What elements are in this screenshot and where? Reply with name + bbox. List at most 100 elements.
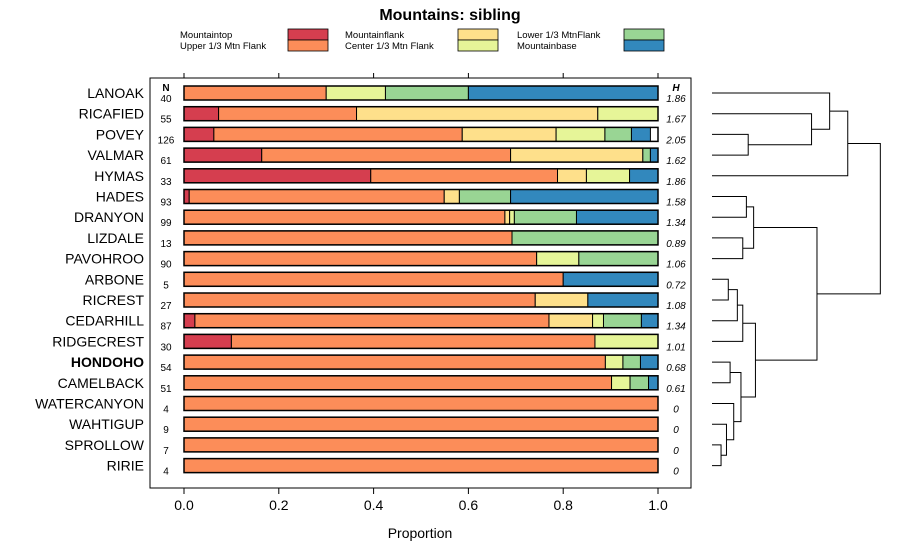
bar-segment-upper-1-3-mtn-flank	[370, 168, 559, 184]
site-row-pavohroo: PAVOHROO 90 1.06	[65, 251, 686, 271]
bar-segment-upper-1-3-mtn-flank	[183, 354, 606, 370]
bar-outline	[183, 188, 659, 205]
bar-segment-mountainbase	[640, 313, 659, 329]
site-row-ricafied: RICAFIED 55 1.67	[79, 106, 687, 126]
x-tick-label: 0.2	[269, 497, 289, 513]
site-row-ridgecrest: RIDGECREST 30 1.01	[52, 333, 686, 353]
site-row-ricrest: RICREST 27 1.08	[83, 292, 687, 312]
dendrogram-branch	[712, 113, 813, 146]
bar-segment-mountainflank	[356, 106, 599, 122]
bar-segment-upper-1-3-mtn-flank	[183, 437, 659, 453]
bar-segment-mountainbase	[575, 209, 659, 225]
n-value: 61	[160, 156, 172, 167]
site-row-lanoak: LANOAK 40 1.86	[87, 85, 686, 105]
dendrogram-branch	[712, 403, 735, 441]
n-value: 9	[163, 425, 169, 436]
bar-outline	[183, 209, 659, 225]
h-value: 2.05	[665, 135, 686, 146]
site-row-watercanyon: WATERCANYON 4 0	[35, 396, 679, 416]
bar-segment-lower-1-3-mtnflank	[629, 375, 650, 391]
bar-outline	[183, 395, 659, 412]
legend-label-upper-1-3-mtn-flank: Upper 1/3 Mtn Flank	[180, 41, 266, 52]
h-value: 0	[673, 467, 679, 478]
bar-outline	[183, 230, 659, 246]
bar-segment-mountaintop	[183, 147, 263, 163]
bar-segment-mountainflank	[443, 189, 460, 204]
site-label: RIRIE	[107, 458, 144, 474]
bar-segment-mountainbase	[630, 126, 651, 142]
site-row-cedarhill: CEDARHILL 87 1.34	[65, 313, 686, 333]
bar-segment-upper-1-3-mtn-flank	[183, 375, 613, 391]
h-value: 1.86	[666, 177, 686, 188]
h-column-header: H	[672, 83, 680, 94]
bar-outline	[183, 168, 659, 184]
n-value: 27	[160, 301, 172, 312]
legend-label-center-1-3-mtn-flank: Center 1/3 Mtn Flank	[345, 41, 434, 52]
h-value: 0.72	[666, 280, 686, 291]
x-axis: 0.0 0.2 0.4 0.6 0.8 1.0	[174, 73, 668, 513]
bar-segment-mountainbase	[510, 189, 659, 204]
n-value: 93	[160, 198, 172, 209]
legend-label-mountainflank: Mountainflank	[345, 30, 404, 41]
bar-outline	[183, 292, 659, 308]
legend-label-mountainbase: Mountainbase	[517, 41, 577, 52]
n-column-header: N	[162, 83, 169, 94]
n-value: 4	[163, 467, 169, 478]
bar-segment-mountaintop	[183, 313, 196, 329]
site-label: LIZDALE	[87, 230, 144, 246]
bar-segment-upper-1-3-mtn-flank	[183, 396, 659, 411]
site-label: WATERCANYON	[35, 396, 144, 412]
bar-outline	[183, 147, 659, 163]
bar-outline	[183, 105, 659, 122]
bar-outline	[183, 250, 659, 267]
site-label: ARBONE	[85, 271, 144, 287]
h-value: 1.06	[666, 260, 686, 271]
bar-segment-lower-1-3-mtnflank	[458, 189, 512, 204]
dendrogram-branch	[712, 110, 849, 177]
bar-segment-mountainbase	[629, 168, 659, 184]
n-value: 40	[160, 94, 172, 105]
site-label: HADES	[96, 189, 144, 205]
site-row-sprollow: SPROLLOW 7 0	[65, 437, 680, 457]
site-label: WAHTIGUP	[69, 416, 144, 432]
site-label: RICREST	[83, 292, 145, 308]
bar-segment-upper-1-3-mtn-flank	[218, 106, 358, 122]
bar-segment-lower-1-3-mtnflank	[604, 126, 632, 142]
bar-segment-upper-1-3-mtn-flank	[183, 85, 327, 101]
site-row-camelback: CAMELBACK 51 0.61	[58, 375, 686, 395]
legend-label-lower-1-3-mtnflank: Lower 1/3 MtnFlank	[517, 30, 601, 41]
h-value: 0.61	[666, 384, 685, 395]
bar-segment-center-1-3-mtn-flank	[509, 209, 515, 225]
bar-outline	[183, 126, 659, 143]
h-value: 1.34	[666, 218, 686, 229]
site-label: HYMAS	[94, 168, 144, 184]
dendrogram-branch	[712, 133, 749, 156]
dendrogram-branch	[712, 361, 731, 384]
site-label: CEDARHILL	[65, 313, 144, 329]
n-value: 7	[163, 446, 169, 457]
site-label: RIDGECREST	[52, 333, 144, 349]
site-label: DRANYON	[74, 209, 144, 225]
site-row-hymas: HYMAS 33 1.86	[94, 168, 686, 188]
bar-segment-center-1-3-mtn-flank	[611, 375, 631, 391]
h-value: 1.86	[666, 94, 686, 105]
bar-segment-mountainflank	[557, 168, 587, 184]
bar-outline	[183, 375, 659, 391]
legend-swatch-mountainflank	[457, 28, 499, 41]
bar-segment-upper-1-3-mtn-flank	[183, 251, 538, 267]
site-row-lizdale: LIZDALE 13 0.89	[87, 230, 686, 250]
bar-segment-center-1-3-mtn-flank	[536, 251, 580, 267]
bar-segment-upper-1-3-mtn-flank	[183, 271, 564, 287]
bar-segment-center-1-3-mtn-flank	[604, 354, 624, 370]
site-row-valmar: VALMAR 61 1.62	[87, 147, 686, 167]
n-value: 54	[160, 363, 172, 374]
h-value: 1.34	[666, 322, 686, 333]
bar-segment-mountainflank	[534, 292, 589, 308]
site-label: SPROLLOW	[65, 437, 145, 453]
bar-segment-lower-1-3-mtnflank	[602, 313, 642, 329]
bar-segment-lower-1-3-mtnflank	[511, 230, 659, 246]
bar-segment-mountaintop	[183, 189, 190, 204]
h-value: 0	[673, 425, 679, 436]
bar-segment-mountainbase	[648, 375, 659, 391]
bar-segment-mountaintop	[183, 126, 215, 142]
